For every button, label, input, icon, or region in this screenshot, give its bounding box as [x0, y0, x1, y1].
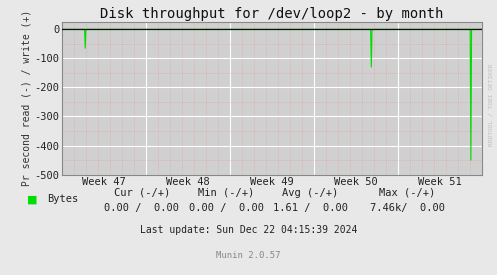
- Text: RRDTOOL / TOBI OETIKER: RRDTOOL / TOBI OETIKER: [488, 63, 493, 146]
- Text: Avg (-/+): Avg (-/+): [282, 188, 339, 197]
- Text: ■: ■: [27, 194, 38, 204]
- Title: Disk throughput for /dev/loop2 - by month: Disk throughput for /dev/loop2 - by mont…: [100, 7, 444, 21]
- Text: Munin 2.0.57: Munin 2.0.57: [216, 251, 281, 260]
- Text: 1.61 /  0.00: 1.61 / 0.00: [273, 203, 348, 213]
- Text: 0.00 /  0.00: 0.00 / 0.00: [104, 203, 179, 213]
- Text: Last update: Sun Dec 22 04:15:39 2024: Last update: Sun Dec 22 04:15:39 2024: [140, 225, 357, 235]
- Text: Min (-/+): Min (-/+): [198, 188, 254, 197]
- Text: 7.46k/  0.00: 7.46k/ 0.00: [370, 203, 445, 213]
- Text: Bytes: Bytes: [47, 194, 79, 204]
- Text: Cur (-/+): Cur (-/+): [113, 188, 170, 197]
- Text: Max (-/+): Max (-/+): [379, 188, 436, 197]
- Text: 0.00 /  0.00: 0.00 / 0.00: [189, 203, 263, 213]
- Y-axis label: Pr second read (-) / write (+): Pr second read (-) / write (+): [21, 10, 32, 186]
